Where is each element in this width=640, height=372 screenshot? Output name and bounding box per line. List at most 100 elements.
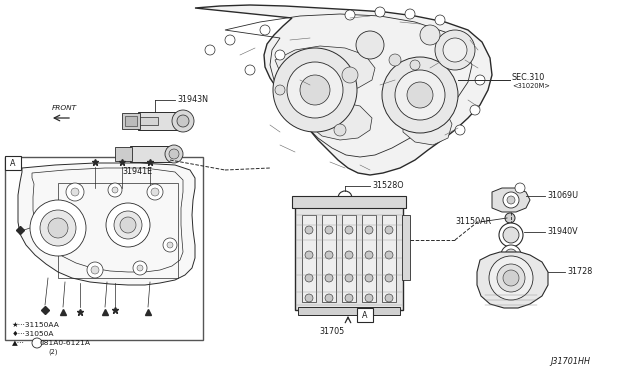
Bar bbox=[5, 156, 21, 170]
Circle shape bbox=[151, 188, 159, 196]
Circle shape bbox=[505, 213, 515, 223]
Circle shape bbox=[108, 183, 122, 197]
Circle shape bbox=[385, 274, 393, 282]
Circle shape bbox=[87, 262, 103, 278]
Bar bbox=[295, 205, 403, 310]
Circle shape bbox=[287, 62, 343, 118]
Circle shape bbox=[106, 203, 150, 247]
Bar bbox=[138, 112, 183, 130]
Circle shape bbox=[300, 75, 330, 105]
Bar bbox=[122, 113, 140, 129]
Polygon shape bbox=[477, 252, 548, 308]
Circle shape bbox=[435, 30, 475, 70]
Circle shape bbox=[245, 65, 255, 75]
Bar bbox=[292, 196, 406, 208]
Circle shape bbox=[163, 238, 177, 252]
Circle shape bbox=[385, 294, 393, 302]
Circle shape bbox=[169, 149, 179, 159]
Circle shape bbox=[133, 261, 147, 275]
Text: 31940V: 31940V bbox=[547, 228, 578, 237]
Text: 31150AR: 31150AR bbox=[455, 218, 491, 227]
Text: 31728: 31728 bbox=[567, 267, 592, 276]
Bar bbox=[58, 183, 178, 278]
Circle shape bbox=[334, 124, 346, 136]
Polygon shape bbox=[18, 163, 195, 285]
Text: 31943N: 31943N bbox=[177, 96, 208, 105]
Circle shape bbox=[325, 251, 333, 259]
Text: J31701HH: J31701HH bbox=[550, 357, 590, 366]
Circle shape bbox=[120, 217, 136, 233]
Circle shape bbox=[499, 223, 523, 247]
Text: 081A0-6121A: 081A0-6121A bbox=[40, 340, 91, 346]
Circle shape bbox=[410, 60, 420, 70]
Circle shape bbox=[389, 54, 401, 66]
Circle shape bbox=[137, 265, 143, 271]
Text: ▲···: ▲··· bbox=[12, 340, 25, 346]
Circle shape bbox=[503, 192, 519, 208]
Circle shape bbox=[365, 294, 373, 302]
Bar bbox=[125, 116, 137, 126]
Circle shape bbox=[382, 57, 458, 133]
Circle shape bbox=[30, 200, 86, 256]
Circle shape bbox=[48, 218, 68, 238]
Circle shape bbox=[40, 210, 76, 246]
Circle shape bbox=[503, 227, 519, 243]
Polygon shape bbox=[310, 102, 372, 140]
Circle shape bbox=[507, 196, 515, 204]
Circle shape bbox=[66, 183, 84, 201]
Circle shape bbox=[32, 338, 42, 348]
Circle shape bbox=[275, 85, 285, 95]
Circle shape bbox=[515, 183, 525, 193]
Circle shape bbox=[167, 242, 173, 248]
Circle shape bbox=[385, 251, 393, 259]
Circle shape bbox=[325, 274, 333, 282]
Circle shape bbox=[260, 25, 270, 35]
Circle shape bbox=[435, 15, 445, 25]
Text: (2): (2) bbox=[48, 349, 58, 355]
Bar bbox=[402, 215, 410, 280]
Bar bbox=[302, 215, 316, 302]
Bar bbox=[130, 146, 172, 162]
Circle shape bbox=[71, 188, 79, 196]
Text: 31941E: 31941E bbox=[122, 167, 152, 176]
Circle shape bbox=[443, 38, 467, 62]
Circle shape bbox=[177, 115, 189, 127]
Bar bbox=[5, 157, 203, 340]
Circle shape bbox=[345, 226, 353, 234]
Circle shape bbox=[470, 105, 480, 115]
Text: 31069U: 31069U bbox=[547, 192, 578, 201]
Circle shape bbox=[345, 10, 355, 20]
Circle shape bbox=[375, 7, 385, 17]
Polygon shape bbox=[195, 5, 492, 175]
Circle shape bbox=[503, 270, 519, 286]
Bar bbox=[362, 215, 376, 302]
Circle shape bbox=[325, 294, 333, 302]
Circle shape bbox=[475, 75, 485, 85]
Circle shape bbox=[114, 211, 142, 239]
Bar bbox=[342, 215, 356, 302]
Text: SEC.310: SEC.310 bbox=[512, 74, 545, 83]
Circle shape bbox=[345, 274, 353, 282]
Circle shape bbox=[345, 294, 353, 302]
Circle shape bbox=[365, 226, 373, 234]
Polygon shape bbox=[275, 46, 375, 90]
Bar bbox=[322, 215, 336, 302]
Circle shape bbox=[225, 35, 235, 45]
Polygon shape bbox=[403, 104, 452, 145]
Circle shape bbox=[172, 110, 194, 132]
Circle shape bbox=[305, 226, 313, 234]
Circle shape bbox=[501, 245, 521, 265]
Circle shape bbox=[275, 50, 285, 60]
Text: ★···31150AA: ★···31150AA bbox=[12, 322, 60, 328]
Circle shape bbox=[112, 187, 118, 193]
Polygon shape bbox=[492, 188, 530, 212]
Circle shape bbox=[385, 226, 393, 234]
Circle shape bbox=[325, 226, 333, 234]
Circle shape bbox=[405, 9, 415, 19]
Circle shape bbox=[365, 274, 373, 282]
Circle shape bbox=[365, 251, 373, 259]
Circle shape bbox=[338, 191, 352, 205]
Circle shape bbox=[395, 70, 445, 120]
Bar bbox=[138, 117, 158, 125]
Text: 31705: 31705 bbox=[319, 327, 344, 337]
